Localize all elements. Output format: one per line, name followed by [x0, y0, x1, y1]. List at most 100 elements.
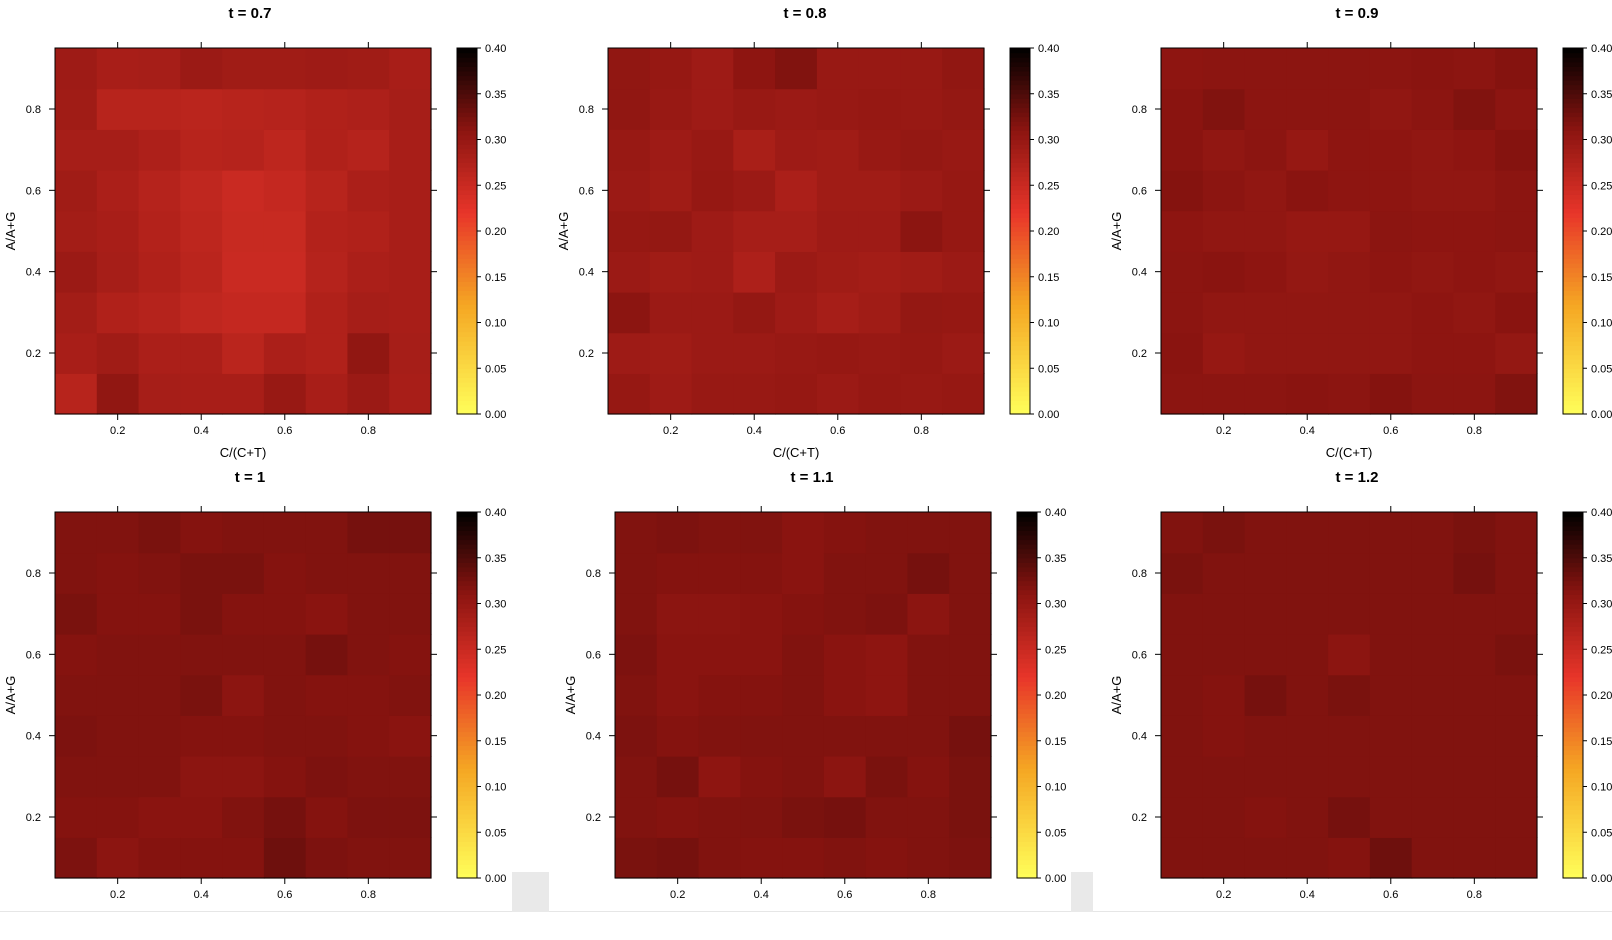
colorbar-segment	[457, 377, 477, 383]
colorbar-segment	[1563, 855, 1583, 861]
colorbar-segment	[1563, 681, 1583, 687]
heatmap-cell	[1244, 593, 1287, 635]
heatmap-cell	[1411, 48, 1455, 90]
colorbar-segment	[457, 548, 477, 554]
heatmap-cell	[389, 837, 432, 879]
colorbar-segment	[1010, 57, 1030, 63]
panel-title: t = 1.1	[791, 469, 834, 486]
colorbar-segment	[1010, 322, 1030, 328]
heatmap-cell	[782, 593, 825, 635]
x-axis-label: C/(C+T)	[1326, 445, 1373, 460]
colorbar-segment	[1017, 630, 1037, 637]
y-tick-label: 0.2	[586, 812, 601, 824]
colorbar-segment	[1010, 244, 1030, 250]
colorbar-segment	[1017, 827, 1037, 833]
heatmap-cell	[1495, 170, 1538, 212]
colorbar-segment	[457, 189, 477, 195]
heatmap-cell	[138, 552, 181, 594]
scroll-thumb-right[interactable]	[1071, 872, 1093, 912]
heatmap-cell	[656, 674, 700, 716]
colorbar-segment	[1017, 640, 1037, 646]
colorbar-segment	[1010, 258, 1030, 264]
heatmap-cell	[1161, 373, 1204, 415]
x-tick-label: 0.8	[921, 889, 936, 901]
heatmap-cell	[858, 48, 902, 90]
heatmap-cell	[1202, 210, 1246, 252]
colorbar-segment	[1010, 125, 1030, 131]
heatmap-cell	[1453, 634, 1496, 676]
colorbar-segment	[1017, 608, 1037, 614]
heatmap-cell	[138, 251, 181, 293]
colorbar-segment	[1010, 52, 1030, 58]
heatmap-cell	[656, 837, 700, 879]
colorbar-segment	[457, 130, 477, 136]
colorbar-segment	[457, 212, 477, 218]
heatmap-cell	[816, 292, 860, 334]
colorbar-segment	[1563, 198, 1583, 205]
colorbar-segment	[1563, 864, 1583, 870]
colorbar-segment	[457, 667, 477, 673]
heatmap-cell	[949, 674, 992, 716]
heatmap-cell	[1369, 332, 1413, 374]
heatmap-cell	[1244, 837, 1287, 879]
heatmap-cell	[263, 129, 307, 171]
colorbar-segment	[1017, 598, 1037, 605]
heatmap-cell	[608, 251, 651, 293]
heatmap-cell	[1453, 373, 1496, 415]
colorbar-segment	[1563, 539, 1583, 545]
heatmap-cell	[1495, 552, 1538, 594]
heatmap-cell	[138, 170, 181, 212]
colorbar-segment	[1563, 850, 1583, 856]
colorbar-segment	[1017, 823, 1037, 829]
heatmap-cell	[1328, 715, 1371, 757]
colorbar-segment	[1017, 727, 1037, 733]
colorbar-segment	[457, 685, 477, 692]
colorbar-tick-label: 0.25	[1045, 644, 1066, 656]
heatmap-cell	[656, 756, 700, 798]
heatmap-cell	[1244, 674, 1287, 716]
heatmap-cell	[389, 48, 432, 90]
heatmap-cell	[1286, 332, 1329, 374]
colorbar-segment	[1017, 589, 1037, 595]
colorbar-segment	[1563, 562, 1583, 568]
heatmap-cell	[1411, 292, 1455, 334]
colorbar-segment	[457, 731, 477, 737]
colorbar-tick-label: 0.20	[1591, 226, 1612, 238]
heatmap-cell	[1161, 210, 1204, 252]
colorbar-segment	[457, 617, 477, 623]
colorbar-segment	[457, 612, 477, 618]
colorbar-segment	[1017, 754, 1037, 760]
heatmap-cell	[1328, 292, 1371, 334]
heatmap-cell	[907, 837, 950, 879]
x-tick-label: 0.4	[1300, 889, 1315, 901]
colorbar-segment	[1563, 290, 1583, 296]
heatmap-cell	[1453, 88, 1496, 130]
heatmap-cell	[222, 129, 265, 171]
colorbar-segment	[457, 400, 477, 406]
colorbar-segment	[1010, 212, 1030, 218]
heatmap-cell	[305, 210, 349, 252]
colorbar-segment	[457, 630, 477, 637]
colorbar-segment	[1563, 80, 1583, 86]
colorbar-segment	[457, 121, 477, 127]
panel-title: t = 0.9	[1336, 5, 1379, 22]
x-tick-label: 0.6	[277, 425, 292, 437]
heatmap-cell	[55, 292, 98, 334]
colorbar-tick-label: 0.15	[485, 736, 506, 748]
colorbar-segment	[1563, 176, 1583, 182]
heatmap-cell	[733, 332, 776, 374]
heatmap-cell	[649, 88, 693, 130]
heatmap-cell	[180, 210, 223, 252]
heatmap-cell	[907, 634, 950, 676]
colorbar-segment	[1010, 112, 1030, 118]
colorbar-segment	[1017, 603, 1037, 609]
colorbar-segment	[457, 93, 477, 99]
heatmap-cell	[1453, 715, 1496, 757]
colorbar-segment	[1010, 139, 1030, 145]
heatmap-cell	[263, 552, 307, 594]
heatmap-cell	[691, 170, 734, 212]
scroll-thumb-left[interactable]	[512, 872, 549, 912]
colorbar-segment	[457, 295, 477, 301]
colorbar-segment	[1563, 185, 1583, 191]
heatmap-cell	[55, 634, 98, 676]
